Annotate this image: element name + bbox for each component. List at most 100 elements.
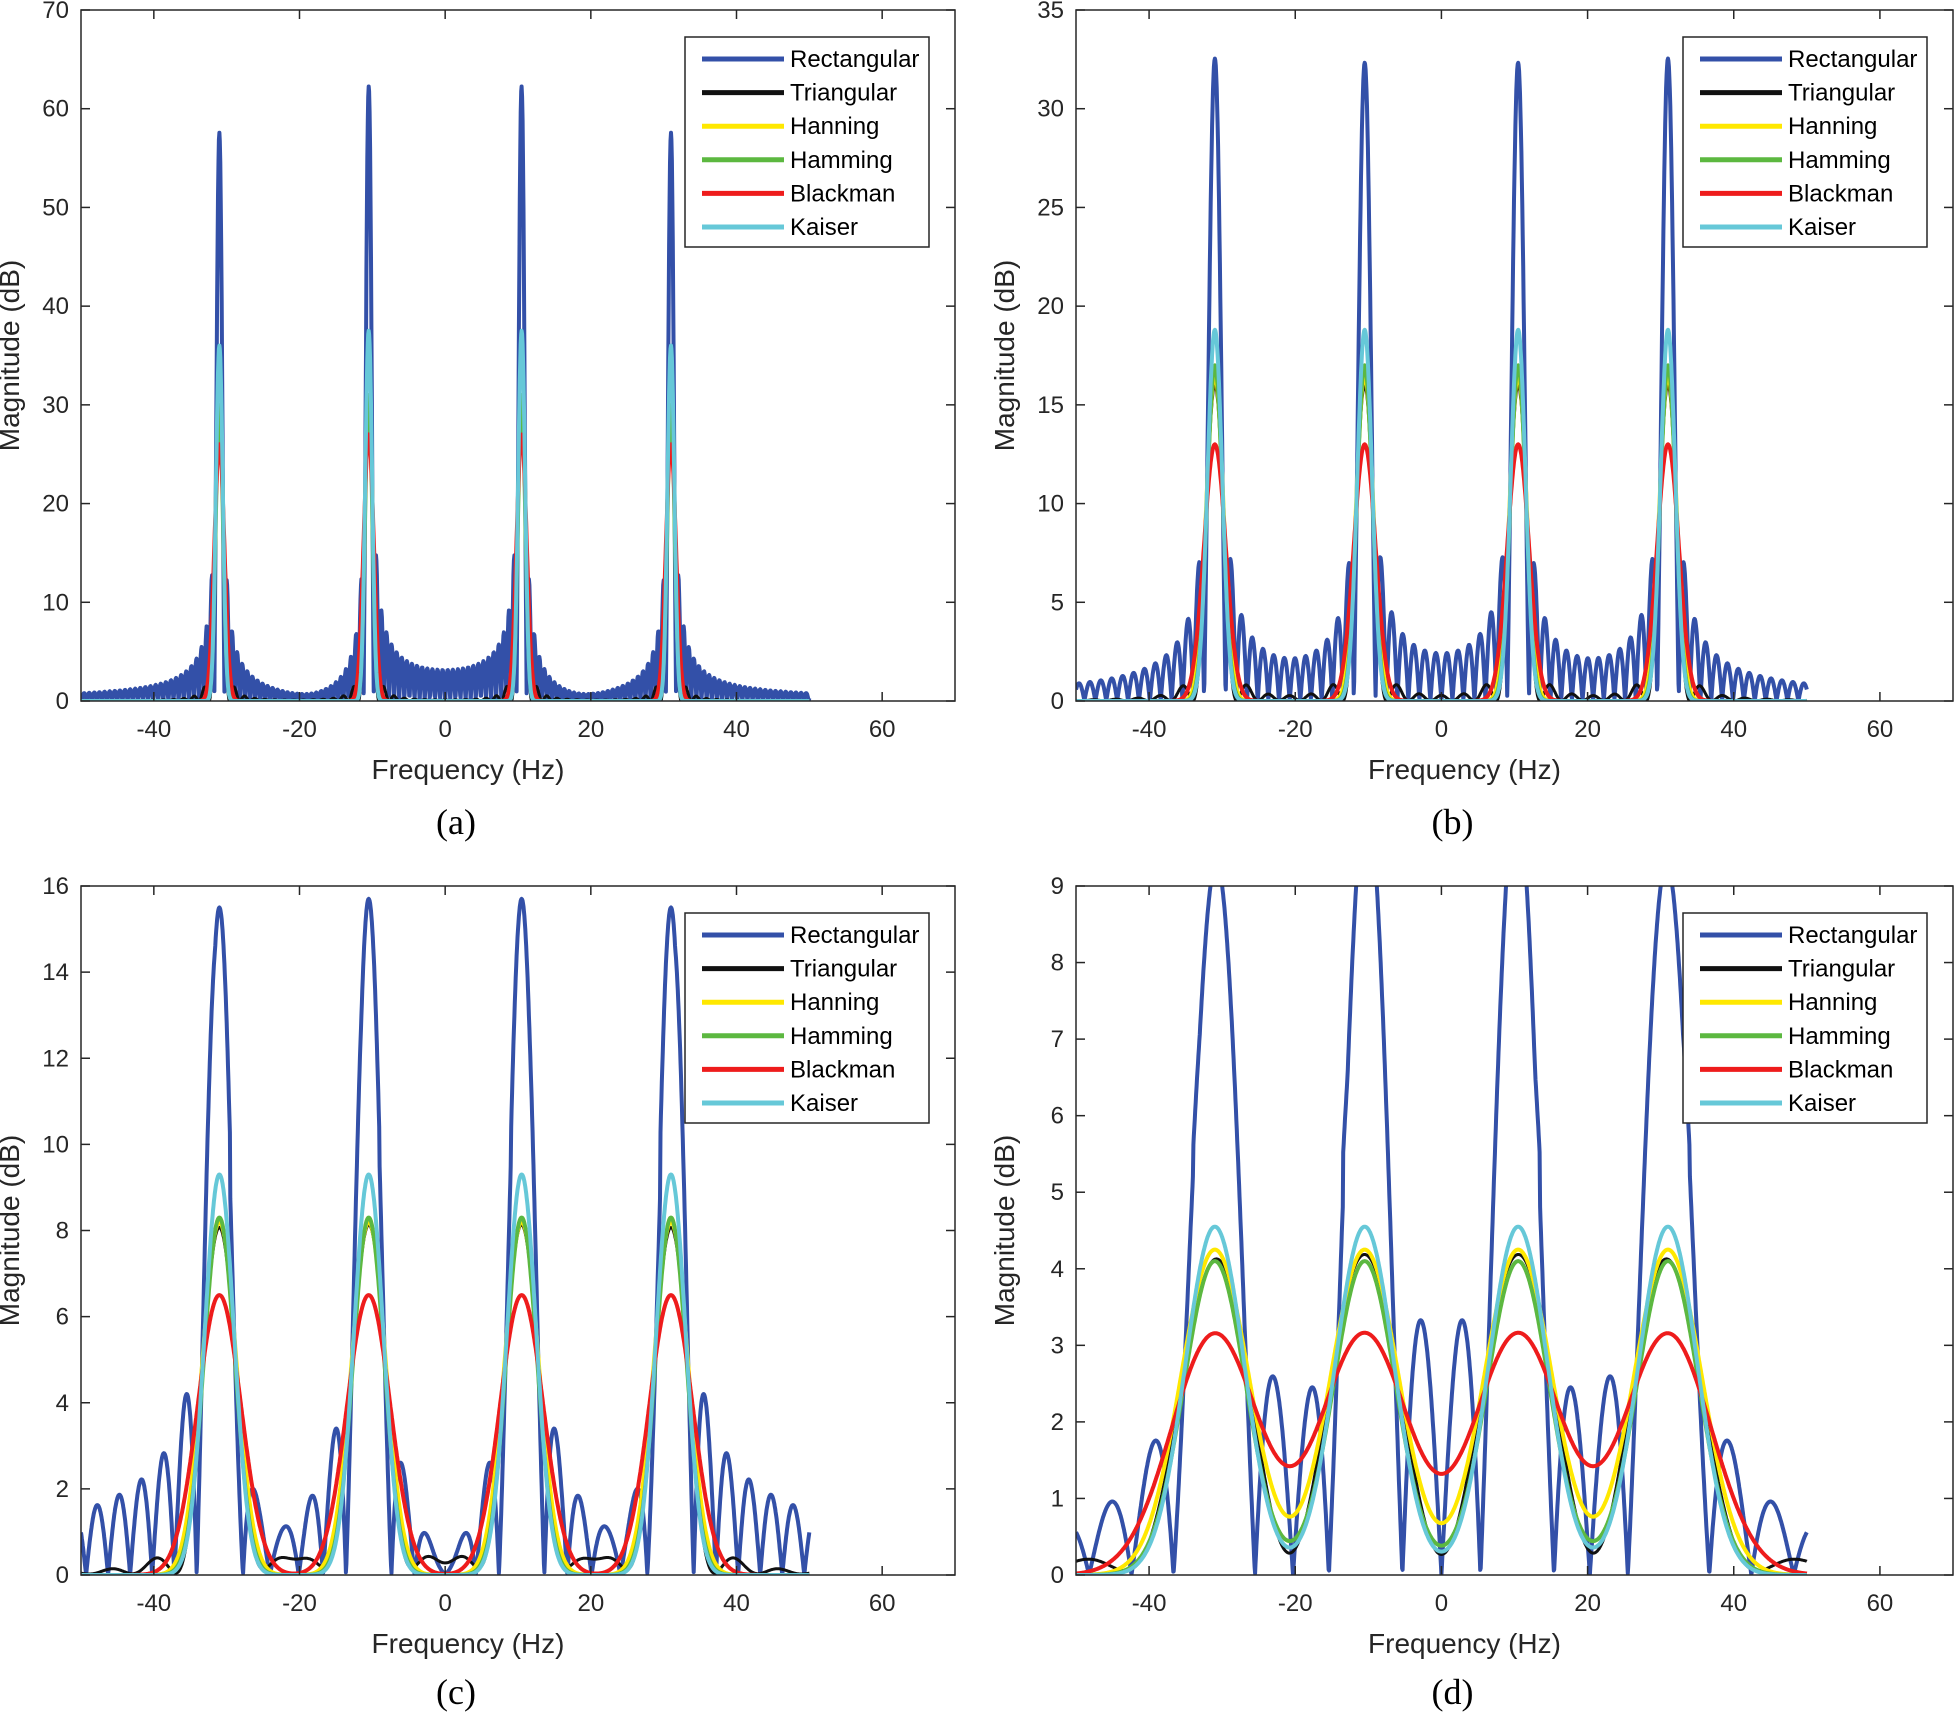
legend-label: Kaiser: [1788, 1090, 1856, 1117]
x-tick-label: 20: [577, 716, 604, 743]
legend-label: Triangular: [790, 956, 897, 983]
y-tick-label: 10: [42, 589, 69, 616]
series-line-rectangular: [1076, 56, 1809, 701]
x-axis-label: Frequency (Hz): [1368, 1628, 1561, 1659]
legend-label: Hanning: [1788, 113, 1877, 140]
y-tick-label: 40: [42, 293, 69, 320]
x-tick-label: -40: [136, 716, 171, 743]
y-tick-label: 25: [1037, 194, 1064, 221]
y-axis-label: Magnitude (dB): [989, 1135, 1020, 1326]
y-tick-label: 20: [1037, 293, 1064, 320]
x-tick-label: -20: [282, 1590, 317, 1617]
y-axis-label: Magnitude (dB): [0, 1135, 25, 1326]
legend-label: Triangular: [1788, 80, 1895, 107]
y-tick-label: 50: [42, 194, 69, 221]
y-tick-label: 8: [56, 1218, 69, 1245]
series-line-hamming: [81, 393, 811, 701]
x-axis-label: Frequency (Hz): [372, 754, 565, 785]
series-lines: [1076, 886, 1809, 1575]
y-tick-label: 16: [42, 873, 69, 900]
x-tick-label: 20: [1574, 1590, 1601, 1617]
series-lines: [1076, 56, 1809, 701]
legend-label: Triangular: [790, 80, 897, 107]
y-tick-label: 60: [42, 96, 69, 123]
x-axis-label: Frequency (Hz): [372, 1628, 565, 1659]
panel-caption: (b): [1432, 802, 1474, 842]
chart-panel-b: -40 -20 0 20 40 60 0 5 10 15 20 25 30 35 Frequency (Hz…: [989, 0, 1954, 842]
y-tick-label: 3: [1051, 1332, 1064, 1359]
y-tick-label: 4: [56, 1390, 69, 1417]
panel-caption: (a): [436, 802, 476, 842]
chart-panel-d: -40 -20 0 20 40 60 0 1 2 3 4 5 6 7 8 9 Frequency (Hz) Mag…: [989, 873, 1954, 1712]
y-tick-label: 10: [1037, 491, 1064, 518]
series-line-kaiser: [81, 328, 811, 701]
series-lines: [81, 896, 812, 1575]
x-tick-label: 0: [1435, 1590, 1448, 1617]
x-tick-label: -40: [1132, 1590, 1167, 1617]
series-line-rectangular: [1076, 886, 1809, 1575]
y-tick-label: 10: [42, 1131, 69, 1158]
legend-label: Triangular: [1788, 956, 1895, 983]
x-tick-label: 20: [1574, 716, 1601, 743]
x-tick-label: 40: [1720, 716, 1747, 743]
x-tick-label: 40: [1720, 1590, 1747, 1617]
y-tick-label: 12: [42, 1045, 69, 1072]
legend-label: Rectangular: [790, 46, 919, 73]
x-tick-label: 0: [438, 1590, 451, 1617]
chart-panel-c: -40 -20 0 20 40 60 0 2 4 6 8 10 12 14 16 Frequency (Hz)…: [0, 873, 956, 1712]
x-tick-label: 60: [1867, 1590, 1894, 1617]
series-line-kaiser: [81, 1172, 811, 1575]
y-tick-label: 0: [1051, 688, 1064, 715]
legend-label: Blackman: [790, 180, 895, 207]
chart-panel-a: -40 -20 0 20 40 60 0 10 20 30 40 50 60 70 Frequency (H…: [0, 0, 956, 842]
legend-label: Hamming: [790, 147, 893, 174]
x-tick-label: -20: [1278, 716, 1313, 743]
legend-label: Rectangular: [790, 922, 919, 949]
y-tick-label: 70: [42, 0, 69, 24]
legend-label: Kaiser: [1788, 214, 1856, 241]
x-tick-label: 0: [438, 716, 451, 743]
legend: Rectangular Triangular Hanning Hamming Black…: [1682, 912, 1928, 1124]
panel-caption: (d): [1432, 1672, 1474, 1712]
x-tick-label: -40: [136, 1590, 171, 1617]
axes-box: [1075, 9, 1954, 702]
y-tick-label: 0: [56, 688, 69, 715]
series-line-blackman: [1076, 442, 1809, 701]
y-tick-label: 0: [56, 1562, 69, 1589]
series-line-rectangular: [81, 84, 812, 701]
x-tick-label: -20: [1278, 1590, 1313, 1617]
y-tick-label: 20: [42, 491, 69, 518]
y-axis-label: Magnitude (dB): [0, 260, 25, 451]
x-tick-label: 20: [577, 1590, 604, 1617]
legend: Rectangular Triangular Hanning Hamming Black…: [1682, 36, 1928, 248]
legend-label: Rectangular: [1788, 922, 1917, 949]
legend-label: Hanning: [1788, 989, 1877, 1016]
legend-box: [684, 36, 930, 248]
series-line-hamming: [1076, 1259, 1809, 1575]
y-tick-label: 8: [1051, 950, 1064, 977]
series-line-hanning: [81, 393, 811, 701]
series-line-kaiser: [1076, 327, 1809, 701]
x-tick-label: 40: [723, 716, 750, 743]
series-line-triangular: [81, 393, 811, 701]
legend-label: Hanning: [790, 113, 879, 140]
y-tick-label: 35: [1037, 0, 1064, 24]
legend-label: Blackman: [1788, 180, 1893, 207]
x-tick-label: 60: [869, 716, 896, 743]
legend-label: Kaiser: [790, 214, 858, 241]
y-tick-label: 2: [1051, 1409, 1064, 1436]
x-tick-label: 60: [869, 1590, 896, 1617]
x-tick-label: 60: [1867, 716, 1894, 743]
y-tick-label: 1: [1051, 1485, 1064, 1512]
y-tick-label: 2: [56, 1476, 69, 1503]
y-tick-label: 0: [1051, 1562, 1064, 1589]
x-tick-label: 40: [723, 1590, 750, 1617]
y-tick-label: 5: [1051, 589, 1064, 616]
y-tick-label: 5: [1051, 1179, 1064, 1206]
x-tick-label: -20: [282, 716, 317, 743]
legend-label: Rectangular: [1788, 46, 1917, 73]
legend-label: Kaiser: [790, 1090, 858, 1117]
legend-label: Hamming: [790, 1023, 893, 1050]
x-axis-label: Frequency (Hz): [1368, 754, 1561, 785]
